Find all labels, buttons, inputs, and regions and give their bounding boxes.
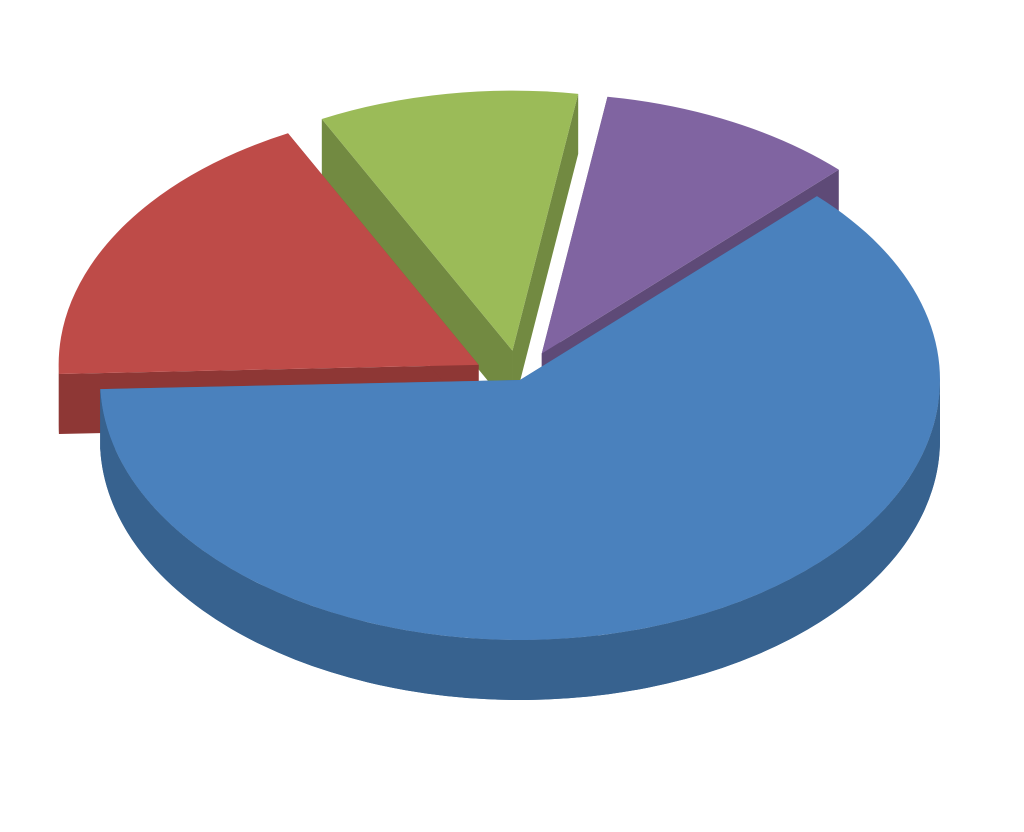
pie-chart-3d	[0, 0, 1024, 832]
